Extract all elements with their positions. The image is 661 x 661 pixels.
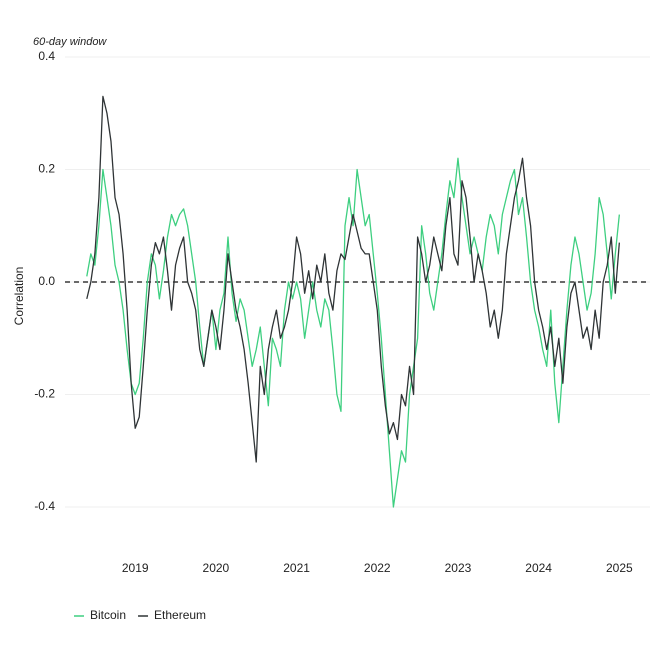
y-tick-label: 0.4 xyxy=(38,49,55,63)
x-tick-label: 2021 xyxy=(283,561,310,575)
legend-label: Ethereum xyxy=(154,608,206,622)
y-tick-label: -0.4 xyxy=(34,499,55,513)
y-axis-label: Correlation xyxy=(12,267,26,326)
x-tick-label: 2019 xyxy=(122,561,149,575)
y-tick-label: 0.0 xyxy=(38,274,55,288)
legend-label: Bitcoin xyxy=(90,608,126,622)
x-tick-label: 2023 xyxy=(445,561,472,575)
x-tick-label: 2025 xyxy=(606,561,633,575)
line-series xyxy=(86,95,620,463)
x-tick-label: 2020 xyxy=(203,561,230,575)
chart-subtitle: 60-day window xyxy=(33,36,107,48)
x-tick-label: 2022 xyxy=(364,561,391,575)
y-tick-label: 0.2 xyxy=(38,162,55,176)
line-series xyxy=(86,157,620,508)
x-tick-label: 2024 xyxy=(525,561,552,575)
y-tick-label: -0.2 xyxy=(34,387,55,401)
